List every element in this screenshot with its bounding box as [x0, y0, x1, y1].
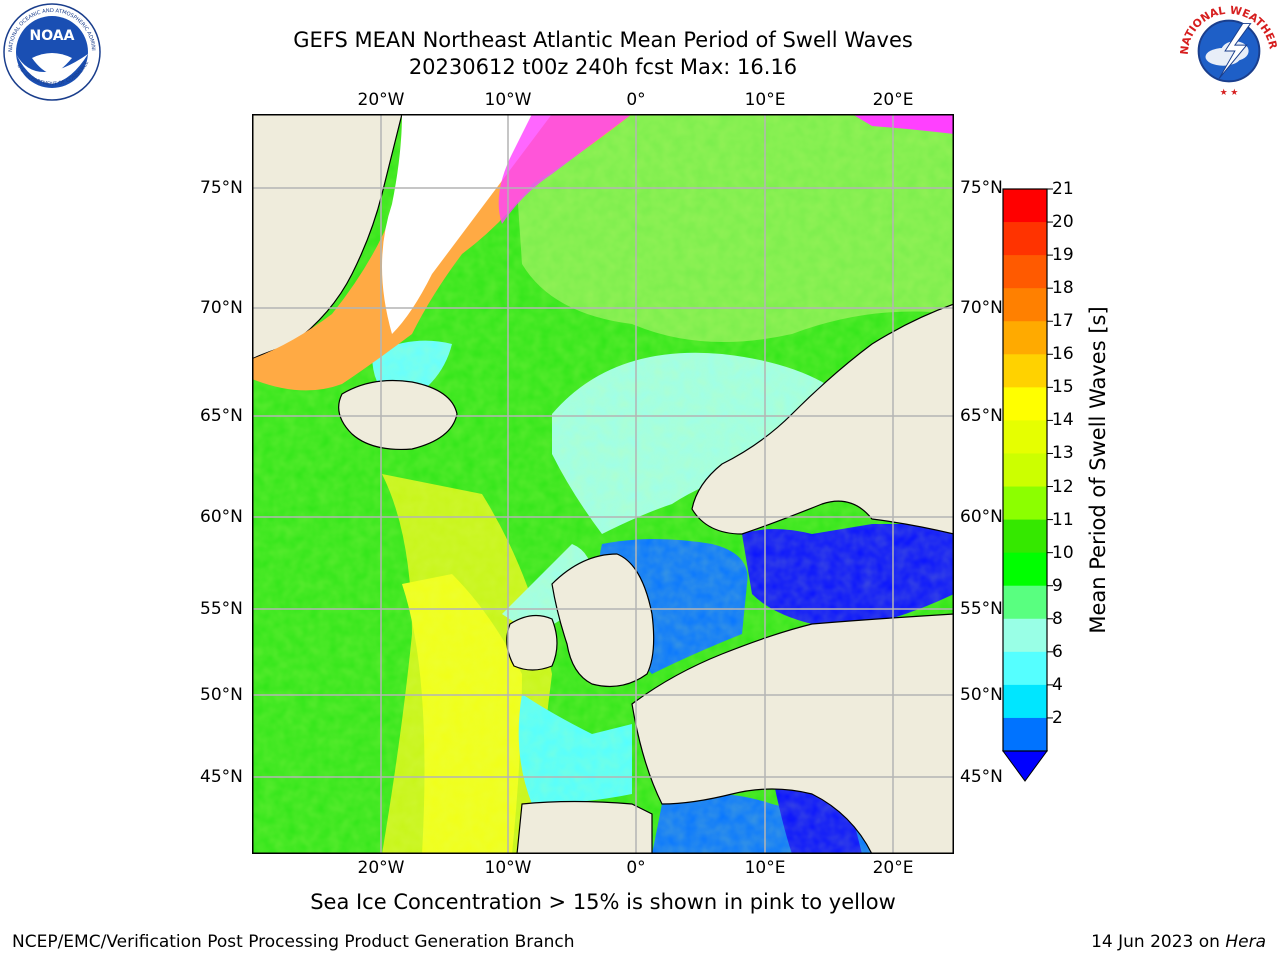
iberia [516, 800, 653, 854]
colorbar-label: 13 [1052, 443, 1074, 464]
graticule [252, 114, 954, 854]
sea-ice-svalbard [852, 114, 954, 134]
colorbar-label: 15 [1052, 377, 1074, 398]
sea-ice-edge [498, 114, 632, 224]
lat-tick-left: 65°N [200, 406, 243, 426]
sea-ice-note: Sea Ice Concentration > 15% is shown in … [310, 890, 896, 914]
lon-tick-bottom: 0° [626, 858, 646, 878]
colorbar-segment [1003, 684, 1047, 719]
lon-tick-bottom: 20°E [872, 858, 914, 878]
map-subtitle: 20230612 t00z 240h fcst Max: 16.16 [408, 55, 798, 79]
scandinavia [691, 303, 954, 535]
great-britain [551, 553, 655, 687]
lon-tick-top: 10°W [484, 90, 532, 110]
colorbar-label: 9 [1052, 575, 1063, 596]
lon-tick-top: 10°E [744, 90, 786, 110]
lon-tick-bottom: 20°W [357, 858, 405, 878]
colorbar-label: 14 [1052, 410, 1074, 431]
colorbar-segment [1003, 189, 1047, 223]
colorbar-segment [1003, 288, 1047, 322]
colorbar-label: 17 [1052, 311, 1074, 332]
credit-line: NCEP/EMC/Verification Post Processing Pr… [12, 932, 575, 952]
lon-tick-bottom: 10°W [484, 858, 532, 878]
colorbar-segment [1003, 255, 1047, 289]
colorbar-label: 16 [1052, 344, 1074, 365]
noaa-wordmark: NOAA [30, 28, 75, 44]
lat-tick-left: 75°N [200, 178, 243, 198]
lon-tick-top: 20°E [872, 90, 914, 110]
lat-tick-right: 70°N [960, 298, 1003, 318]
colorbar-label: 19 [1052, 245, 1074, 266]
colorbar-label: 21 [1052, 179, 1074, 199]
land [252, 114, 954, 854]
colorbar-segment [1003, 618, 1047, 653]
colorbar-segment [1003, 585, 1047, 620]
colorbar-label: 8 [1052, 608, 1063, 629]
colorbar-segment [1003, 453, 1047, 488]
colorbar-segment [1003, 387, 1047, 421]
colorbar-label: 18 [1052, 278, 1074, 299]
colorbar-title: Mean Period of Swell Waves [s] [1086, 306, 1110, 634]
lat-tick-right: 55°N [960, 599, 1003, 619]
colorbar-segment [1003, 717, 1047, 752]
map-title: GEFS MEAN Northeast Atlantic Mean Period… [293, 28, 913, 52]
lat-tick-left: 45°N [200, 767, 243, 787]
lat-tick-right: 75°N [960, 178, 1003, 198]
colorbar-label: 11 [1052, 509, 1074, 530]
lat-tick-left: 60°N [200, 507, 243, 527]
colorbar-segment [1003, 354, 1047, 388]
noaa-logo: NOAA NATIONAL OCEANIC AND ATMOSPHERIC AD… [2, 2, 101, 101]
lat-tick-right: 65°N [960, 406, 1003, 426]
run-date: 14 Jun 2023 on Hera [1091, 932, 1266, 952]
map-frame [252, 114, 954, 854]
iceland [338, 379, 458, 451]
colorbar-segment [1003, 519, 1047, 554]
colorbar-segment [1003, 420, 1047, 454]
colorbar-segment [1003, 552, 1047, 587]
colorbar-segment [1003, 651, 1047, 686]
lat-tick-right: 45°N [960, 767, 1003, 787]
colorbar-label: 4 [1052, 674, 1063, 695]
lat-tick-right: 60°N [960, 507, 1003, 527]
svg-text:★ ★: ★ ★ [1220, 88, 1239, 98]
colorbar [1002, 188, 1053, 782]
lat-tick-left: 70°N [200, 298, 243, 318]
lon-tick-top: 20°W [357, 90, 405, 110]
continental-europe [631, 613, 954, 854]
nws-logo: NATIONAL WEATHER SERVICE ★ ★ [1180, 2, 1278, 98]
colorbar-segment [1003, 222, 1047, 256]
colorbar-segment [1003, 486, 1047, 521]
lat-tick-left: 50°N [200, 685, 243, 705]
lon-tick-bottom: 10°E [744, 858, 786, 878]
colorbar-label: 2 [1052, 707, 1063, 728]
colorbar-label: 20 [1052, 212, 1074, 233]
lat-tick-right: 50°N [960, 685, 1003, 705]
run-date-text: 14 Jun 2023 on [1091, 932, 1226, 952]
machine-name: Hera [1225, 932, 1266, 952]
colorbar-segment [1003, 321, 1047, 355]
colorbar-label: 6 [1052, 641, 1063, 662]
colorbar-label: 10 [1052, 542, 1074, 563]
swell-period-map [252, 114, 954, 854]
ireland [506, 614, 558, 671]
colorbar-label: 12 [1052, 476, 1074, 497]
lon-tick-top: 0° [626, 90, 646, 110]
lat-tick-left: 55°N [200, 599, 243, 619]
